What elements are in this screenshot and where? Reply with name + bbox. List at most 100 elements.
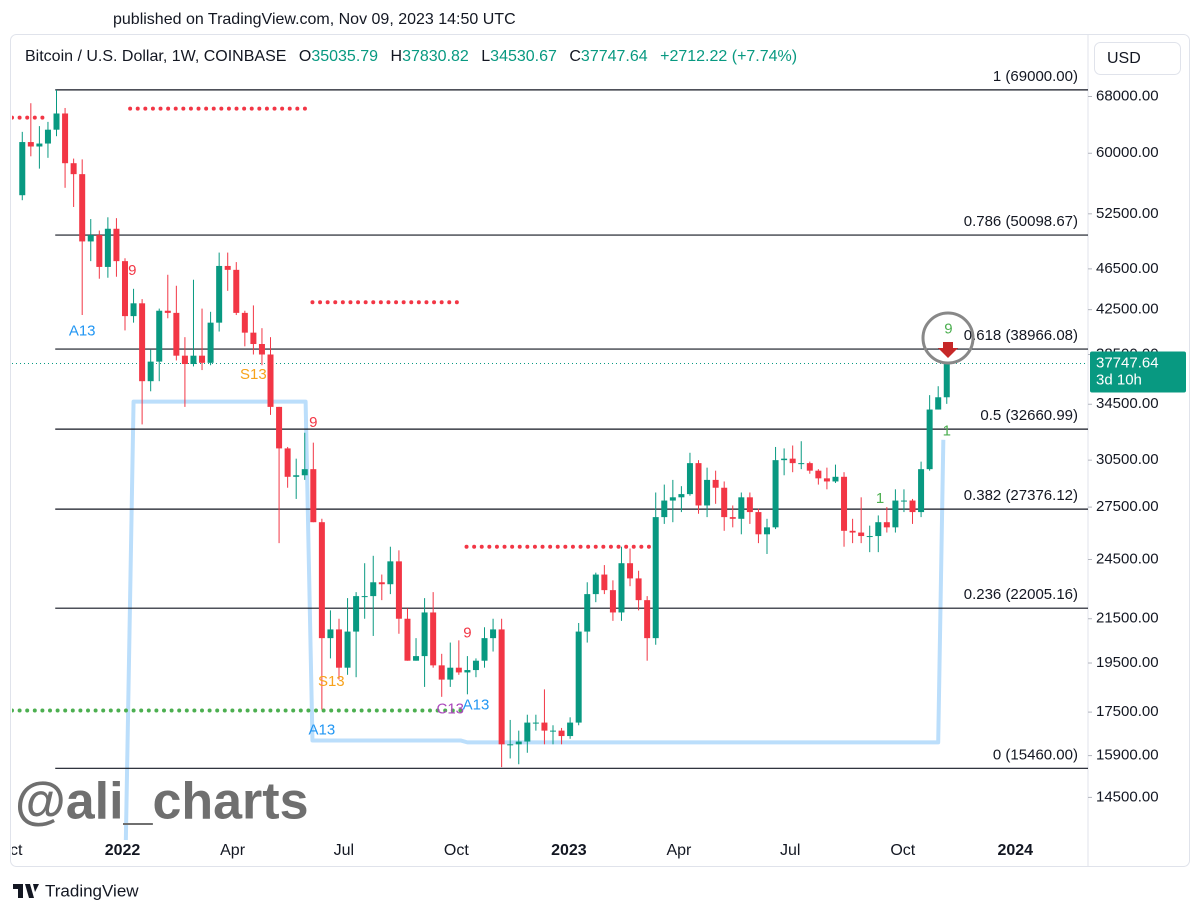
candle-body (327, 629, 334, 639)
y-tick-label: 60000.00 (1096, 144, 1159, 161)
candle-body (378, 582, 385, 585)
plot-area: 1 (69000.00) 0.786 (50098.67) 0.618 (38966… (12, 68, 1088, 841)
candle-body (635, 578, 642, 601)
x-tick-label: 2024 (997, 842, 1033, 859)
candle-body (250, 332, 257, 345)
candle-body (207, 322, 214, 363)
candle-body (686, 463, 693, 495)
brand-icon (13, 884, 39, 898)
currency-label[interactable]: USD (1107, 50, 1141, 67)
candle-body (575, 631, 582, 723)
candle-body (892, 500, 899, 528)
signal-label: 9 (128, 262, 136, 279)
candle-body (618, 563, 625, 613)
currency-button-box[interactable] (1094, 42, 1181, 75)
candle-body (609, 590, 616, 613)
candle-body (644, 600, 651, 639)
candle-body (781, 458, 788, 461)
candle-body (858, 532, 865, 537)
signal-label: 9 (309, 414, 317, 431)
candle-body (669, 497, 676, 501)
y-tick-label: 15900.00 (1096, 747, 1159, 764)
ohlc-value: 34530.67 (490, 48, 557, 65)
candle-body (430, 612, 437, 666)
currency-button[interactable]: USD (1094, 42, 1181, 75)
candle-body (335, 629, 342, 668)
candle-body (164, 310, 171, 313)
candle-body (507, 744, 514, 746)
signal-label: 1 (876, 490, 884, 507)
candle-body (44, 129, 51, 144)
signal-label: 9 (944, 321, 952, 338)
candle-body (721, 487, 728, 518)
candle-body (199, 355, 206, 363)
fib-label: 0.382 (27376.12) (964, 487, 1078, 504)
candle-body (584, 594, 591, 632)
candle-body (387, 561, 394, 585)
y-tick-label: 21500.00 (1096, 610, 1159, 627)
candle-body (815, 470, 822, 479)
y-tick-label: 27500.00 (1096, 498, 1159, 515)
chart-frame (10, 34, 1190, 867)
candle-body (524, 722, 531, 742)
candle-body (27, 142, 34, 147)
ohlc-value: 37747.64 (581, 48, 648, 65)
signal-label: 9 (463, 625, 471, 642)
change: +2712.22 (+7.74%) (660, 48, 797, 65)
x-tick-label: Oct (890, 842, 915, 859)
candle-body (318, 522, 325, 639)
candle-body (216, 265, 223, 323)
candle-body (789, 458, 796, 464)
candle-body (293, 475, 300, 477)
candle-body (900, 500, 907, 502)
signal-label: A13 (69, 322, 96, 339)
candle-body (755, 512, 762, 535)
candle-body (601, 574, 608, 591)
candle-body (661, 500, 668, 518)
candle-body (823, 478, 830, 482)
candle-body (421, 612, 428, 657)
candle-body (310, 469, 317, 523)
candle-body (276, 406, 283, 449)
candle-body (53, 113, 60, 130)
fib-label: 1 (69000.00) (993, 68, 1078, 85)
x-tick-label: Jul (334, 842, 354, 859)
candle-body (438, 665, 445, 680)
highlight-circle (921, 311, 975, 365)
candle-body (181, 355, 188, 365)
candle-body (695, 463, 702, 506)
price-box-countdown: 3d 10h (1096, 371, 1142, 388)
candle-body (926, 409, 933, 470)
x-tick-label: Oct (444, 842, 469, 859)
fib-label: 0.5 (32660.99) (980, 407, 1078, 424)
y-tick-label: 46500.00 (1096, 260, 1159, 277)
y-tick-label: 42500.00 (1096, 301, 1159, 318)
y-tick-label: 17500.00 (1096, 703, 1159, 720)
fib-label: 0.618 (38966.08) (964, 327, 1078, 344)
candle-body (875, 522, 882, 537)
symbol-title: Bitcoin / U.S. Dollar, 1W, COINBASE (25, 48, 286, 65)
candle-body (156, 310, 163, 362)
candle-body (841, 476, 848, 531)
candle-body (704, 479, 711, 506)
candle-body (678, 494, 685, 498)
candle-body (404, 618, 411, 661)
candle-body (62, 113, 69, 164)
x-tick-label: Apr (220, 842, 246, 859)
candle-body (935, 397, 942, 410)
fib-label: 0.786 (50098.67) (964, 213, 1078, 230)
x-tick-label: 2023 (551, 842, 587, 859)
candle-body (267, 354, 274, 407)
candle-body (147, 361, 154, 382)
candle-body (395, 561, 402, 619)
price-axis: 68000.00 60000.00 52500.00 46500.00 42500.00… (1088, 87, 1186, 805)
candle-body (353, 596, 360, 632)
price-box (1090, 351, 1186, 393)
candle-body (361, 596, 368, 598)
candle-body (806, 463, 813, 471)
fib-label: 0 (15460.00) (993, 746, 1078, 763)
watermark: @ali_charts (15, 773, 309, 831)
candle-body (472, 660, 479, 671)
